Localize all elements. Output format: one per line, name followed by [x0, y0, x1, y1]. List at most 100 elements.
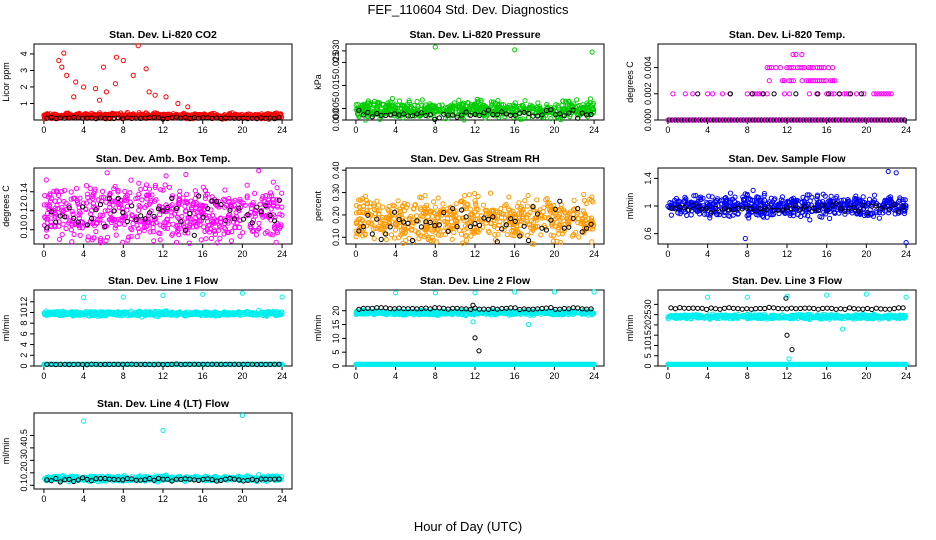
data-point: [41, 202, 47, 208]
y-axis-label: degrees C: [625, 61, 635, 103]
data-point-black: [276, 115, 282, 121]
data-point: [236, 112, 242, 118]
data-point: [100, 64, 107, 70]
x-tick-label: 0: [353, 249, 358, 259]
data-point: [487, 190, 494, 196]
data-point: [799, 51, 805, 58]
y-tick-label: 3: [19, 68, 29, 73]
panel-title: Stan. Dev. Sample Flow: [728, 153, 846, 165]
x-tick-label: 0: [41, 125, 46, 135]
data-point-black: [418, 110, 424, 116]
data-point: [744, 91, 750, 97]
data-point: [435, 195, 441, 201]
data-point: [688, 212, 694, 218]
data-point: [208, 235, 214, 241]
data-point: [853, 91, 860, 97]
x-tick-label: 4: [81, 125, 86, 135]
x-tick-label: 12: [470, 249, 480, 259]
data-point: [451, 100, 457, 106]
data-point: [828, 193, 834, 199]
data-point: [128, 177, 134, 183]
data-point-black: [409, 113, 416, 119]
data-point: [668, 212, 675, 218]
data-point: [96, 97, 103, 103]
data-point: [364, 103, 370, 109]
data-point-black: [485, 107, 491, 113]
data-point: [41, 222, 48, 228]
y-tick-label: 8: [19, 321, 29, 326]
data-point: [439, 102, 445, 108]
y-tick-label: 0.030: [331, 40, 341, 63]
data-point: [786, 91, 793, 97]
data-point: [226, 196, 232, 202]
data-point-black: [570, 107, 576, 113]
data-point-black: [129, 203, 135, 209]
data-point: [422, 193, 428, 199]
data-point-black: [124, 218, 130, 225]
data-point: [200, 291, 206, 297]
data-point: [522, 198, 528, 204]
data-point-black: [494, 112, 500, 118]
data-point: [200, 224, 207, 230]
data-point: [524, 232, 530, 238]
x-tick-label: 24: [901, 125, 911, 135]
y-tick-label: 0.12: [19, 202, 29, 220]
data-point: [68, 227, 74, 233]
data-point: [472, 190, 478, 197]
data-point: [475, 98, 481, 104]
x-tick-label: 16: [198, 125, 208, 135]
data-point: [391, 104, 397, 110]
y-tick-label: 2: [19, 353, 29, 358]
data-point-black: [191, 232, 197, 238]
data-point: [475, 105, 481, 111]
data-point: [279, 294, 285, 300]
data-point: [391, 235, 397, 241]
y-tick-label: 10: [331, 333, 341, 343]
data-point-black: [396, 112, 402, 118]
data-point: [152, 92, 158, 98]
x-tick-label: 8: [121, 249, 126, 259]
panel-title: Stan. Dev. Li-820 CO2: [109, 29, 217, 41]
data-point-black: [521, 109, 527, 116]
data-point: [534, 107, 540, 113]
data-point-black: [695, 91, 701, 97]
data-point-black: [401, 111, 407, 117]
data-point: [831, 91, 837, 97]
data-point: [516, 200, 522, 206]
y-axis-label: ml/min: [1, 315, 11, 342]
data-point: [356, 114, 362, 120]
data-point: [386, 104, 392, 110]
data-point: [59, 64, 65, 70]
data-point: [198, 237, 204, 243]
data-point: [690, 91, 696, 97]
data-point: [449, 236, 455, 242]
x-tick-label: 20: [237, 371, 247, 381]
data-point: [871, 192, 878, 198]
data-point: [411, 102, 417, 108]
data-point: [442, 116, 449, 122]
data-point-black: [454, 114, 460, 120]
data-point: [163, 94, 169, 100]
data-point-black: [512, 112, 518, 118]
data-point: [534, 197, 540, 203]
y-tick-label: 4: [19, 342, 29, 347]
y-tick-label: 4: [19, 51, 29, 56]
data-point: [239, 290, 245, 296]
data-point: [79, 225, 86, 231]
x-tick-label: 24: [277, 249, 287, 259]
data-point-black: [566, 224, 572, 230]
data-point-black: [187, 115, 193, 122]
data-point: [160, 292, 166, 298]
data-point: [77, 232, 83, 238]
data-point: [569, 104, 576, 110]
y-axis-label: ml/min: [625, 193, 635, 220]
data-point: [435, 232, 442, 238]
data-point: [59, 204, 65, 210]
data-point: [386, 102, 392, 108]
data-point: [752, 91, 758, 97]
x-tick-label: 24: [277, 371, 287, 381]
